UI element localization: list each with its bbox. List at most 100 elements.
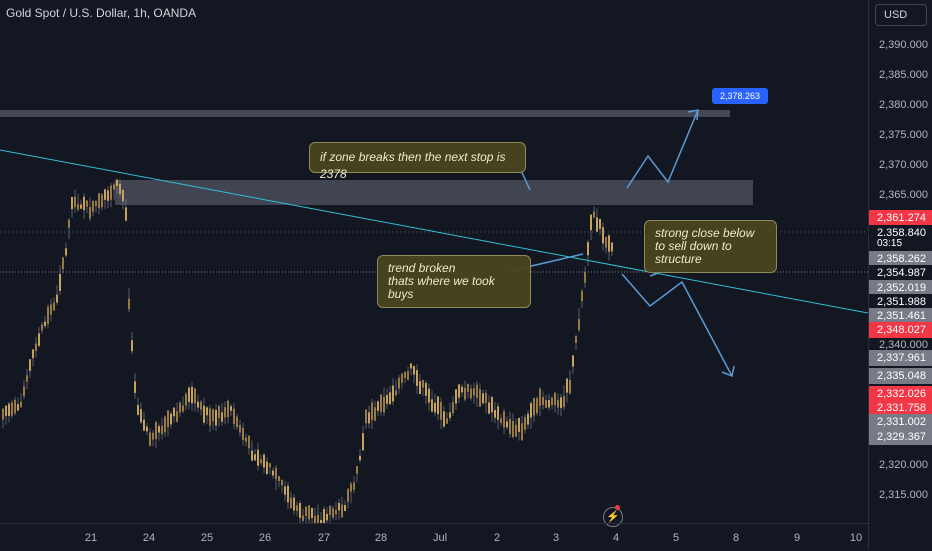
candle [251, 450, 253, 461]
candle [362, 433, 364, 451]
time-tick: 21 [84, 532, 98, 544]
candle [14, 399, 16, 414]
symbol-title[interactable]: Gold Spot / U.S. Dollar, 1h, OANDA [6, 6, 197, 20]
candle [485, 392, 487, 403]
chart-pane[interactable]: Gold Spot / U.S. Dollar, 1h, OANDA if zo… [0, 0, 869, 535]
candle [473, 388, 475, 396]
candle [326, 513, 328, 521]
price-tag: 2,354.987 [869, 265, 932, 281]
candle [17, 404, 19, 411]
candle [44, 321, 46, 327]
candle [344, 505, 346, 512]
time-axis[interactable]: 21 24 25 26 27 28 Jul 2 3 4 5 8 9 10 [0, 523, 868, 551]
time-tick: 8 [732, 532, 740, 544]
candle [359, 455, 361, 461]
candle [329, 506, 331, 515]
price-tag: 2,331.002 [869, 414, 932, 430]
time-tick: 26 [258, 532, 272, 544]
candle [113, 184, 115, 190]
price-tag: 2,351.461 [869, 308, 932, 324]
bullish-projection [626, 109, 699, 189]
candle [410, 363, 412, 369]
candle [449, 412, 451, 418]
candle [143, 419, 145, 431]
candle [371, 402, 373, 421]
candle [383, 396, 385, 413]
candle [503, 411, 505, 428]
trend-broken-note[interactable]: trend broken thats where we took buys [377, 255, 531, 308]
candle [68, 219, 70, 228]
candle [482, 393, 484, 404]
candle [32, 349, 34, 359]
candle [524, 417, 526, 430]
candle [341, 504, 343, 518]
candle [29, 359, 31, 371]
lightning-bolt-icon[interactable]: ⚡ [603, 507, 623, 527]
strong-close-note[interactable]: strong close below to sell down to struc… [644, 220, 777, 273]
candle [521, 423, 523, 441]
candle [581, 291, 583, 301]
candle [170, 413, 172, 425]
candle [152, 432, 154, 440]
time-tick: 4 [612, 532, 620, 544]
candle [530, 403, 532, 418]
candle [605, 237, 607, 248]
candle [497, 406, 499, 420]
candle [491, 397, 493, 413]
candle [131, 340, 133, 352]
candle [590, 214, 592, 231]
candle [488, 402, 490, 414]
candle [407, 371, 409, 380]
price-axis[interactable]: USD 2,390.000 2,385.000 2,380.000 2,375.… [868, 0, 932, 550]
candle [539, 388, 541, 407]
candle [536, 398, 538, 414]
candle [137, 404, 139, 416]
candle [533, 397, 535, 416]
candle [395, 390, 397, 396]
candle [89, 207, 91, 219]
candle [11, 402, 13, 416]
candle [146, 426, 148, 432]
price-chart[interactable] [0, 0, 869, 535]
candle [26, 375, 28, 382]
candle [560, 397, 562, 409]
time-tick: 9 [793, 532, 801, 544]
candle [464, 387, 466, 400]
candle [110, 185, 112, 200]
time-tick: 5 [672, 532, 680, 544]
candle [290, 497, 292, 509]
candle [500, 418, 502, 423]
candle [104, 189, 106, 200]
candle [119, 183, 121, 195]
upper-zone [0, 110, 730, 117]
target-price-label[interactable]: 2,378.263 [712, 88, 768, 104]
candle [230, 406, 232, 411]
candle [443, 411, 445, 427]
candle [236, 416, 238, 428]
candle [368, 412, 370, 424]
candle [455, 389, 457, 404]
candle [83, 196, 85, 211]
candle [35, 343, 37, 351]
zone-breakout-note[interactable]: if zone breaks then the next stop is 237… [309, 142, 526, 181]
candle [335, 510, 337, 515]
candle [161, 425, 163, 435]
candle [572, 355, 574, 367]
candle [101, 194, 103, 208]
candle [302, 515, 304, 521]
candle [257, 449, 259, 466]
candle [215, 409, 217, 426]
candle [299, 503, 301, 518]
price-tag: 2,361.274 [869, 210, 932, 226]
candle [266, 461, 268, 474]
candle [569, 379, 571, 394]
resistance-zone [115, 180, 753, 205]
candle [221, 412, 223, 422]
candle [353, 482, 355, 490]
candle [293, 497, 295, 511]
candle [506, 421, 508, 428]
candle [425, 382, 427, 396]
candle [227, 400, 229, 418]
candle [377, 401, 379, 411]
currency-button[interactable]: USD [875, 4, 927, 26]
